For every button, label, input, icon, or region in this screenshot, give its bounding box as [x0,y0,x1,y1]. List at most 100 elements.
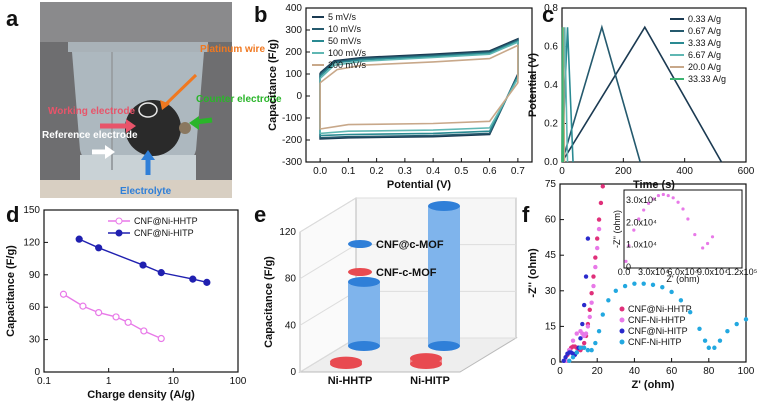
nyquist-point [717,338,723,343]
y-tick-label: 15 [545,321,557,332]
grid-line [299,337,357,373]
rate-point [95,244,103,252]
inset-point [676,200,680,204]
nyquist-point [712,345,717,350]
inset-x-tick-label: 9.0x10⁴ [697,267,728,277]
bar-blue-body [348,281,380,346]
x-axis-label: Time (s) [633,179,675,191]
grid-line [299,290,357,326]
plot-frame [305,7,533,163]
nyquist-point [585,236,591,241]
inset-y-axis-label: -Z'' (ohm) [612,210,622,248]
x-tick-label: 0.5 [454,166,468,177]
nyquist-point [570,338,576,343]
nyquist-point [593,340,598,346]
legend-entry: CNF-Ni-HHTP [628,315,686,325]
nyquist-point [600,312,605,317]
gcd-series-line [561,24,641,163]
nyquist-point [688,309,693,315]
y-axis-label: Capacitance (F/g) [263,256,275,348]
bar-blue-base [348,341,380,351]
nyquist-point [669,289,674,295]
nyquist-point [561,358,566,364]
nyquist-point [725,328,730,334]
panel-label-f: f [522,202,530,227]
bar-blue-body [428,206,460,346]
legend-entry: 0.33 A/g [688,14,721,24]
legend-entry: 33.33 A/g [688,74,726,84]
y-tick-label: 0.6 [544,42,558,53]
nyquist-point [641,281,646,286]
legend-marker [115,217,123,225]
chart-c: 0 200 400 600 0.0 0.2 0.4 0.6 0.8 Time (s) Potenti… [527,3,755,191]
nyquist-point [574,331,579,336]
inset-point [627,244,631,248]
nyquist-point [734,321,739,327]
x-tick-label: 0.2 [370,166,384,177]
nyquist-point [587,314,592,320]
rate-point [112,313,120,321]
counter-electrode [179,122,191,134]
label-counter: Counter electrode [196,94,282,105]
x-tick-label: 0.1 [37,376,51,387]
inset-x-tick-label: 0.0 [618,267,631,277]
panel-label-a: a [6,6,19,31]
working-electrode-disk [125,100,181,156]
y-tick-label: -100 [282,113,302,124]
y-tick-label: 0.0 [544,157,558,168]
rate-point [189,275,197,283]
x-axis-label: Potential (V) [387,179,452,191]
y-tick-label: 75 [545,179,557,190]
x-tick-label: 0 [559,166,565,177]
nyquist-point [570,355,576,360]
legend-entry: CNF-Ni-HITP [628,337,682,347]
legend-marker [115,229,123,237]
inset-point [646,201,651,205]
y-axis-label: -Z'' (ohm) [527,248,539,298]
y-tick-label: 0 [550,357,556,368]
nyquist-point [580,321,585,327]
charts-layer: 0.0 0.1 0.2 0.3 0.4 0.5 0.6 0.7-300-200-1000100… [5,3,758,401]
nyquist-point [581,302,587,308]
x-tick-label: 0 [557,366,563,377]
y-axis-label: Capacitance (F/g) [267,39,279,131]
gcd-series-line [561,25,723,163]
rate-point [139,261,147,269]
rate-point [79,302,87,310]
grid-line [299,244,357,280]
nyquist-point [589,290,594,296]
x-tick-label: 20 [592,366,604,377]
category-label: Ni-HHTP [328,375,373,387]
rate-point [203,278,211,286]
nyquist-point [678,298,684,303]
inset-point [705,241,710,246]
x-tick-label: 0.7 [511,166,525,177]
nyquist-point [596,226,602,232]
nyquist-point [578,336,583,341]
x-tick-label: 600 [738,166,755,177]
inset-point [656,193,661,198]
label-reference: Reference electrode [42,130,138,141]
x-tick-label: 100 [738,366,755,377]
inset-point [701,246,705,250]
legend-marker [619,306,625,312]
y-tick-label: 120 [279,227,296,238]
y-tick-label: 100 [285,69,302,80]
nyquist-point [581,340,587,346]
inset-point [661,192,665,197]
legend-entry: CNF@Ni-HITP [628,326,688,336]
inset-x-tick-label: 1.2x10⁵ [727,267,758,277]
legend-entry: 20.0 A/g [688,62,721,72]
rate-point [157,269,165,277]
y-tick-label: 300 [285,25,302,36]
cell-rim [68,42,208,52]
nyquist-point [563,355,568,360]
inset-frame [623,189,743,269]
rate-point [95,309,103,317]
y-tick-label: 30 [545,286,557,297]
legend-entry: CNF@Ni-HHTP [628,304,692,314]
legend-entry: 200 mV/s [328,60,367,70]
nyquist-point [574,350,579,355]
bar-blue-top [428,201,460,211]
nyquist-point [600,184,605,189]
